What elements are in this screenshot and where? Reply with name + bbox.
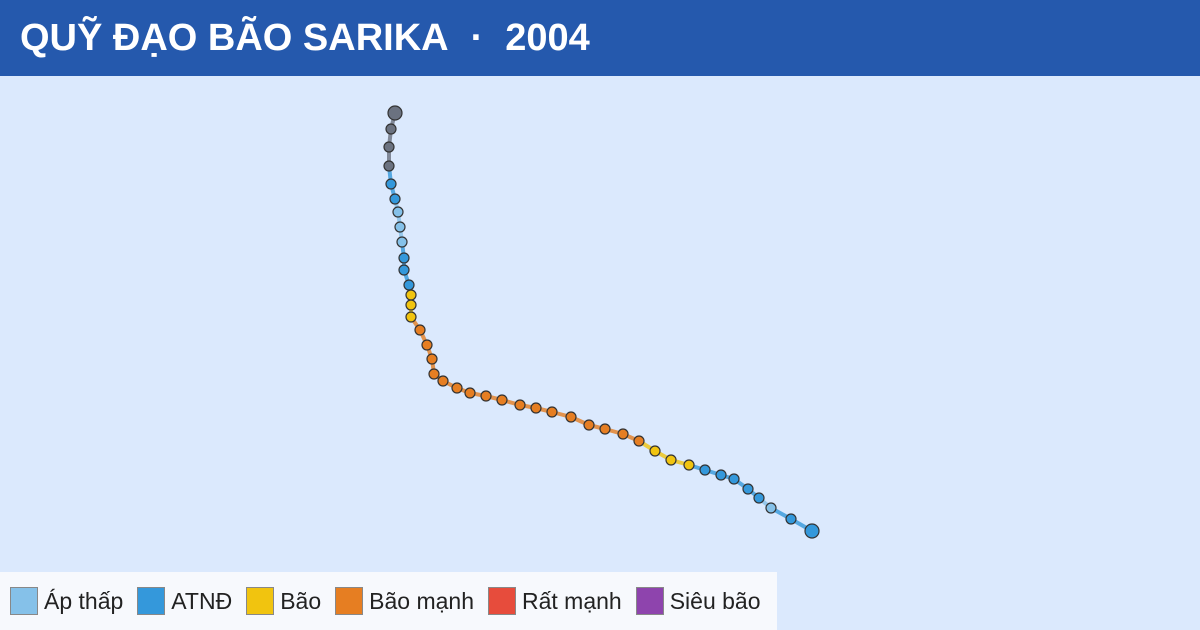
track-point bbox=[385, 123, 397, 135]
track-point bbox=[385, 178, 397, 190]
track-point bbox=[405, 311, 417, 323]
track-point bbox=[421, 339, 433, 351]
track-point bbox=[753, 492, 765, 504]
separator: · bbox=[470, 17, 484, 59]
track-point bbox=[583, 419, 595, 431]
legend-swatch bbox=[137, 587, 166, 615]
track-point bbox=[437, 375, 449, 387]
track-point bbox=[599, 423, 611, 435]
track-point bbox=[389, 193, 401, 205]
track-point bbox=[383, 160, 395, 172]
track-point bbox=[665, 454, 677, 466]
track-point bbox=[451, 382, 463, 394]
track-point bbox=[649, 445, 661, 457]
legend-swatch bbox=[488, 587, 516, 615]
legend-swatch bbox=[335, 587, 364, 615]
track-point bbox=[480, 390, 492, 402]
legend-item: Áp thấp bbox=[10, 587, 123, 615]
legend-swatch bbox=[246, 587, 275, 615]
legend-item: Bão bbox=[246, 587, 321, 615]
legend-item: Rất mạnh bbox=[488, 587, 622, 615]
track-point bbox=[464, 387, 476, 399]
track-point bbox=[742, 483, 754, 495]
track-point bbox=[414, 324, 426, 336]
track-point bbox=[617, 428, 629, 440]
track-point bbox=[496, 394, 508, 406]
track-point bbox=[765, 502, 777, 514]
track-point bbox=[683, 459, 695, 471]
legend-item: ATNĐ bbox=[137, 587, 232, 615]
track-point bbox=[405, 299, 417, 311]
legend: Áp thấp ATNĐ Bão Bão mạnh Rất mạnh Siêu bão bbox=[0, 572, 777, 630]
track-point bbox=[633, 435, 645, 447]
legend-label: Rất mạnh bbox=[522, 587, 622, 614]
track-point bbox=[398, 264, 410, 276]
title: QUỸ ĐẠO BÃO SARIKA bbox=[20, 17, 449, 59]
track-point bbox=[530, 402, 542, 414]
track-point bbox=[396, 236, 408, 248]
track-point bbox=[398, 252, 410, 264]
track-point bbox=[804, 523, 820, 539]
track-point bbox=[514, 399, 526, 411]
track-point bbox=[405, 289, 417, 301]
track-point bbox=[728, 473, 740, 485]
track-point bbox=[428, 368, 440, 380]
track-point bbox=[403, 279, 415, 291]
legend-swatch bbox=[10, 587, 38, 615]
legend-label: Bão mạnh bbox=[369, 587, 474, 614]
track-point bbox=[699, 464, 711, 476]
track-point bbox=[394, 221, 406, 233]
track-point bbox=[387, 105, 403, 121]
legend-swatch bbox=[635, 587, 664, 615]
track-point bbox=[383, 141, 395, 153]
legend-label: Áp thấp bbox=[44, 587, 124, 614]
legend-label: ATNĐ bbox=[171, 587, 233, 614]
year: 2004 bbox=[505, 17, 590, 59]
track-point bbox=[785, 513, 797, 525]
legend-label: Bão bbox=[280, 587, 322, 614]
track-point bbox=[426, 353, 438, 365]
track-point bbox=[392, 206, 404, 218]
track-point bbox=[565, 411, 577, 423]
legend-label: Siêu bão bbox=[669, 587, 761, 614]
track-point bbox=[715, 469, 727, 481]
track-point bbox=[546, 406, 558, 418]
header: QUỸ ĐẠO BÃO SARIKA · 2004 bbox=[0, 0, 1200, 76]
legend-item: Bão mạnh bbox=[335, 587, 474, 615]
legend-item: Siêu bão bbox=[635, 587, 761, 615]
